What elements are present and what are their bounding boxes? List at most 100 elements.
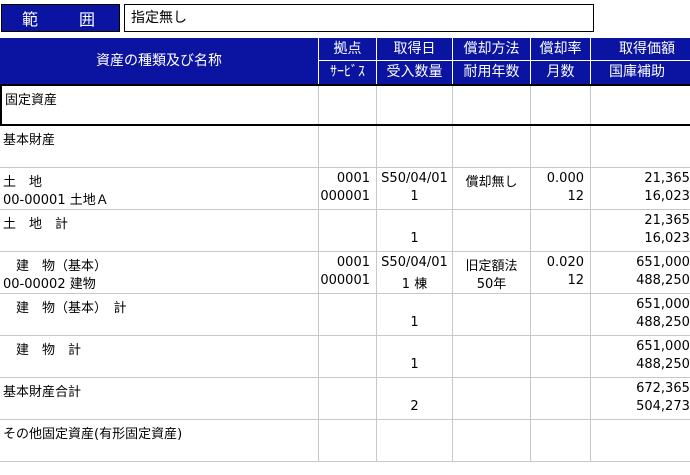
- range-field[interactable]: 指定無し: [124, 4, 594, 32]
- cell-c3: 旧定額法 50年: [452, 252, 530, 293]
- cell-c1: [318, 336, 376, 377]
- cell-c2: [376, 126, 452, 167]
- cell-c2: 1: [376, 294, 452, 335]
- cell-c5-top: 672,365,: [636, 381, 690, 396]
- cell-c5-bottom: 504,273,: [636, 399, 690, 414]
- cell-c5-top: 651,000,: [636, 255, 690, 270]
- range-label: 範 囲: [1, 4, 120, 32]
- header-life: 耐用年数: [452, 61, 530, 84]
- header-name: 資産の種類及び名称: [96, 53, 222, 69]
- cell-c2-top: S50/04/01: [381, 171, 448, 186]
- cell-c1: [318, 86, 376, 124]
- cell-c5-bottom: 16,023,: [644, 189, 690, 204]
- cell-c2-bottom: 2: [410, 399, 419, 414]
- cell-c3: 償却無し: [452, 168, 530, 209]
- cell-c4: 0.020 12: [530, 252, 590, 293]
- table-header: 資産の種類及び名称 拠点 ｻｰﾋﾞｽ 取得日 受入数量 償却方法 耐用年数 償却…: [0, 38, 690, 84]
- row-name: 土 地: [3, 175, 43, 190]
- asset-table: 固定資産 基本財産 土 地 00-00001 土地Ａ 0001 000001 S…: [0, 84, 690, 462]
- cell-c5: 672,365, 504,273,: [590, 378, 690, 419]
- row-name: 固定資産: [5, 93, 58, 108]
- header-method: 償却方法: [452, 38, 530, 61]
- cell-c4: 0.000 12: [530, 168, 590, 209]
- table-row[interactable]: 建 物 計 1 651,000, 488,250,: [0, 336, 690, 378]
- table-row[interactable]: 土 地 計 1 21,365, 16,023,: [0, 210, 690, 252]
- cell-c3: [452, 210, 530, 251]
- row-name: 建 物（基本） 計: [3, 301, 127, 316]
- cell-c3: [452, 378, 530, 419]
- cell-c2: S50/04/01 1 棟: [376, 252, 452, 293]
- table-row[interactable]: その他固定資産(有形固定資産): [0, 420, 690, 462]
- cell-c5: [590, 126, 690, 167]
- cell-c5-bottom: 488,250,: [636, 357, 690, 372]
- cell-c4: [530, 86, 590, 124]
- cell-c1: [318, 210, 376, 251]
- cell-c4: [530, 294, 590, 335]
- cell-c3-top: 旧定額法: [465, 259, 518, 274]
- cell-c2: [376, 420, 452, 461]
- cell-c2: 2: [376, 378, 452, 419]
- cell-c2: 1: [376, 210, 452, 251]
- cell-c2: [376, 86, 452, 124]
- row-code: 00-00002 建物: [3, 277, 96, 292]
- cell-c3: [452, 86, 530, 124]
- cell-c2-bottom: 1: [410, 189, 419, 204]
- header-divider: [318, 60, 690, 61]
- header-months: 月数: [530, 61, 590, 84]
- cell-c4-top: 0.000: [546, 171, 584, 186]
- cell-c5: 21,365, 16,023,: [590, 210, 690, 251]
- header-acq-date: 取得日: [376, 38, 452, 61]
- row-name: 土 地 計: [3, 217, 69, 232]
- cell-c2-bottom: 1 棟: [401, 277, 428, 292]
- row-name: 建 物 計: [3, 343, 82, 358]
- cell-c4: [530, 126, 590, 167]
- cell-c3: [452, 336, 530, 377]
- cell-c5: 21,365, 16,023,: [590, 168, 690, 209]
- cell-c1-top: 0001: [336, 255, 370, 270]
- header-quantity: 受入数量: [376, 61, 452, 84]
- header-acq-price: 取得価額: [590, 38, 690, 61]
- cell-c5: 651,000, 488,250,: [590, 336, 690, 377]
- cell-c3-top: 償却無し: [465, 175, 518, 190]
- cell-c4: [530, 378, 590, 419]
- cell-c5-bottom: 16,023,: [644, 231, 690, 246]
- row-name: その他固定資産(有形固定資産): [3, 427, 183, 442]
- cell-c1: [318, 378, 376, 419]
- row-name: 建 物（基本）: [3, 259, 108, 274]
- table-row[interactable]: 固定資産: [0, 84, 690, 126]
- cell-c1: 0001 000001: [318, 168, 376, 209]
- cell-c4-top: 0.020: [546, 255, 584, 270]
- cell-c5-top: 651,000,: [636, 339, 690, 354]
- cell-c3: [452, 420, 530, 461]
- cell-c2-bottom: 1: [410, 231, 419, 246]
- cell-c5: [590, 86, 690, 124]
- cell-c5-top: 21,365,: [644, 171, 690, 186]
- table-row-partial: [0, 465, 690, 475]
- cell-c5-top: 21,365,: [644, 213, 690, 228]
- header-service: ｻｰﾋﾞｽ: [318, 61, 376, 84]
- table-row[interactable]: 建 物（基本） 計 1 651,000, 488,250,: [0, 294, 690, 336]
- cell-c3-bottom: 50年: [476, 277, 507, 292]
- cell-c5-bottom: 488,250,: [636, 315, 690, 330]
- table-row[interactable]: 基本財産: [0, 126, 690, 168]
- row-name: 基本財産合計: [3, 385, 82, 400]
- row-name: 基本財産: [3, 133, 56, 148]
- header-rate: 償却率: [530, 38, 590, 61]
- table-row[interactable]: 建 物（基本） 00-00002 建物 0001 000001 S50/04/0…: [0, 252, 690, 294]
- cell-c5: 651,000, 488,250,: [590, 294, 690, 335]
- cell-c4-bottom: 12: [567, 189, 584, 204]
- cell-c5: [590, 420, 690, 461]
- cell-c2: 1: [376, 336, 452, 377]
- cell-c3: [452, 126, 530, 167]
- table-row[interactable]: 土 地 00-00001 土地Ａ 0001 000001 S50/04/01 1…: [0, 168, 690, 210]
- table-row[interactable]: 基本財産合計 2 672,365, 504,273,: [0, 378, 690, 420]
- cell-c2-top: S50/04/01: [381, 255, 448, 270]
- cell-c1-bottom: 000001: [320, 273, 370, 288]
- cell-c2-bottom: 1: [410, 315, 419, 330]
- header-subsidy: 国庫補助: [590, 61, 690, 84]
- cell-c4: [530, 420, 590, 461]
- cell-c1: [318, 420, 376, 461]
- cell-c5-top: 651,000,: [636, 297, 690, 312]
- row-code: 00-00001 土地Ａ: [3, 193, 109, 208]
- cell-c1: 0001 000001: [318, 252, 376, 293]
